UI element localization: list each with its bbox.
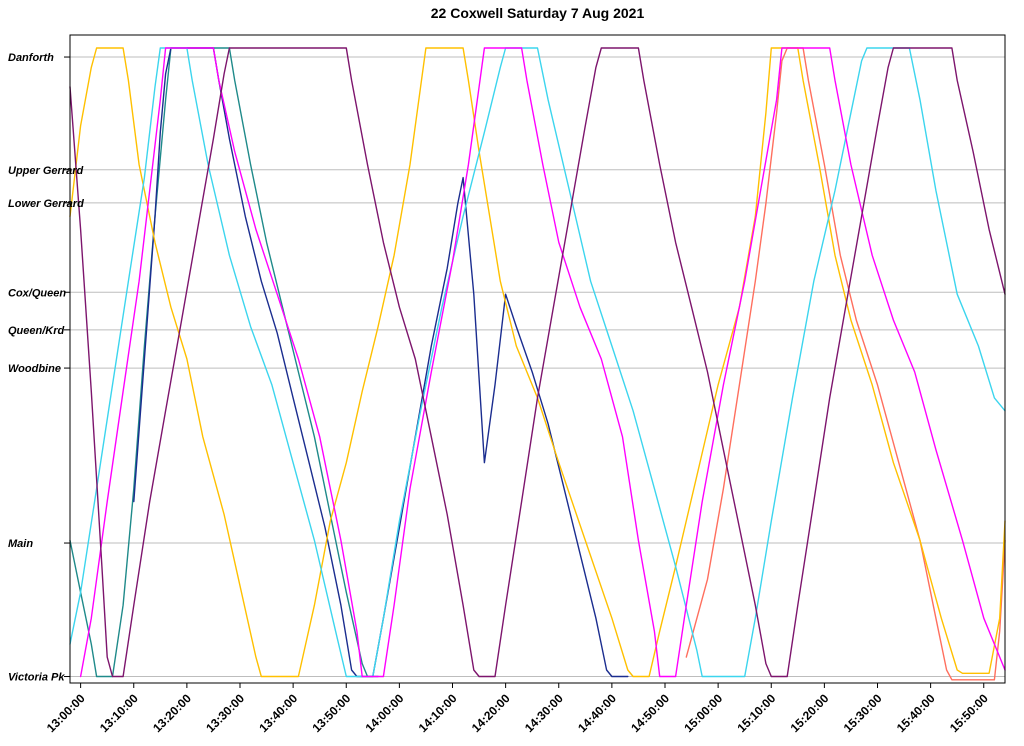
x-tick-label: 14:40:00 xyxy=(575,691,619,735)
series-line-run-purple xyxy=(69,47,1006,678)
series-line-run-navy xyxy=(133,47,629,678)
plot-border xyxy=(69,34,1006,684)
y-tick-label: Lower Gerrard xyxy=(8,198,84,210)
chart-title: 22 Coxwell Saturday 7 Aug 2021 xyxy=(430,5,645,21)
x-tick-label: 14:00:00 xyxy=(363,691,407,735)
y-tick-label: Upper Gerrard xyxy=(8,165,83,177)
y-tick-label: Danforth xyxy=(8,52,54,64)
x-tick-label: 13:20:00 xyxy=(150,691,194,735)
y-tick-label: Victoria Pk xyxy=(8,672,65,684)
y-tick-label: Queen/Krd xyxy=(8,325,65,337)
series-line-run-gold xyxy=(69,47,1006,678)
y-tick-label: Woodbine xyxy=(8,363,61,375)
x-tick-label: 14:50:00 xyxy=(628,691,672,735)
x-tick-label: 15:50:00 xyxy=(947,691,991,735)
x-tick-label: 15:30:00 xyxy=(841,691,885,735)
series-line-run-magenta xyxy=(79,47,1006,678)
y-tick-label: Cox/Queen xyxy=(8,287,66,299)
y-tick-label: Main xyxy=(8,538,33,550)
x-tick-label: 15:20:00 xyxy=(788,691,832,735)
x-tick-label: 13:30:00 xyxy=(203,691,247,735)
series-lines xyxy=(69,47,1006,681)
y-axis: Danforth Upper Gerrard Lower Gerrard Cox/Qu… xyxy=(8,52,84,683)
gridlines xyxy=(70,56,1005,678)
x-tick-label: 14:20:00 xyxy=(469,691,513,735)
x-tick-label: 13:10:00 xyxy=(97,691,141,735)
x-axis: 13:00:00 13:10:00 13:20:00 13:30:00 13:40:00… xyxy=(44,683,991,735)
x-tick-label: 13:50:00 xyxy=(309,691,353,735)
x-tick-label: 14:10:00 xyxy=(416,691,460,735)
series-line-run-red xyxy=(685,47,1006,681)
x-tick-label: 14:30:00 xyxy=(522,691,566,735)
x-tick-label: 15:10:00 xyxy=(734,691,778,735)
x-tick-label: 15:40:00 xyxy=(894,691,938,735)
x-tick-label: 15:00:00 xyxy=(681,691,725,735)
x-tick-label: 13:00:00 xyxy=(44,691,88,735)
x-tick-label: 13:40:00 xyxy=(256,691,300,735)
